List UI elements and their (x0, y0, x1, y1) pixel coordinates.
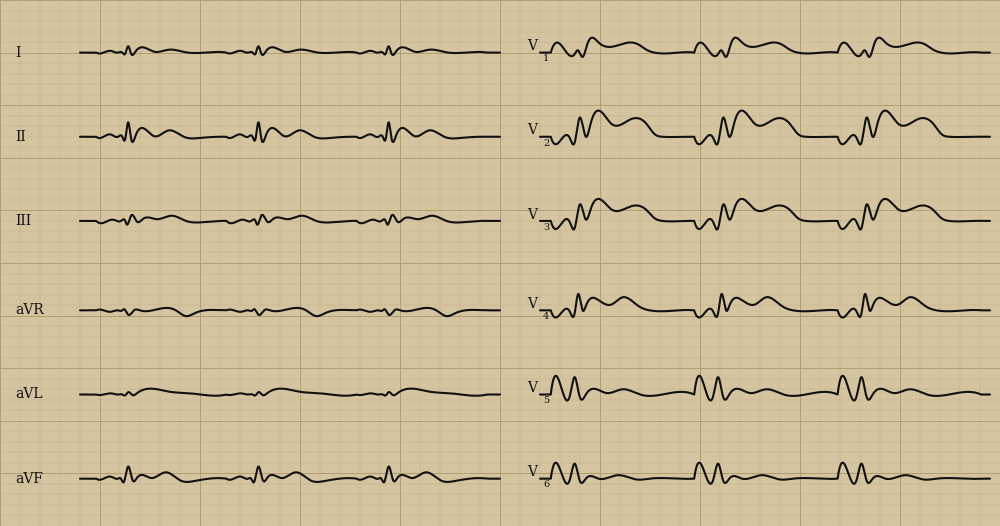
Text: 2: 2 (543, 138, 549, 148)
Text: V: V (527, 39, 537, 53)
Text: V: V (527, 466, 537, 479)
Text: 1: 1 (543, 54, 549, 64)
Text: aVL: aVL (15, 388, 43, 401)
Text: V: V (527, 381, 537, 395)
Text: I: I (15, 46, 20, 59)
Text: 3: 3 (543, 222, 549, 232)
Text: V: V (527, 208, 537, 221)
Text: aVR: aVR (15, 304, 44, 317)
Text: 4: 4 (543, 312, 549, 321)
Text: V: V (527, 124, 537, 137)
Text: 6: 6 (543, 480, 549, 490)
Text: II: II (15, 130, 26, 144)
Text: 5: 5 (543, 396, 549, 406)
Text: III: III (15, 214, 31, 228)
Text: aVF: aVF (15, 472, 43, 485)
Text: V: V (527, 297, 537, 311)
